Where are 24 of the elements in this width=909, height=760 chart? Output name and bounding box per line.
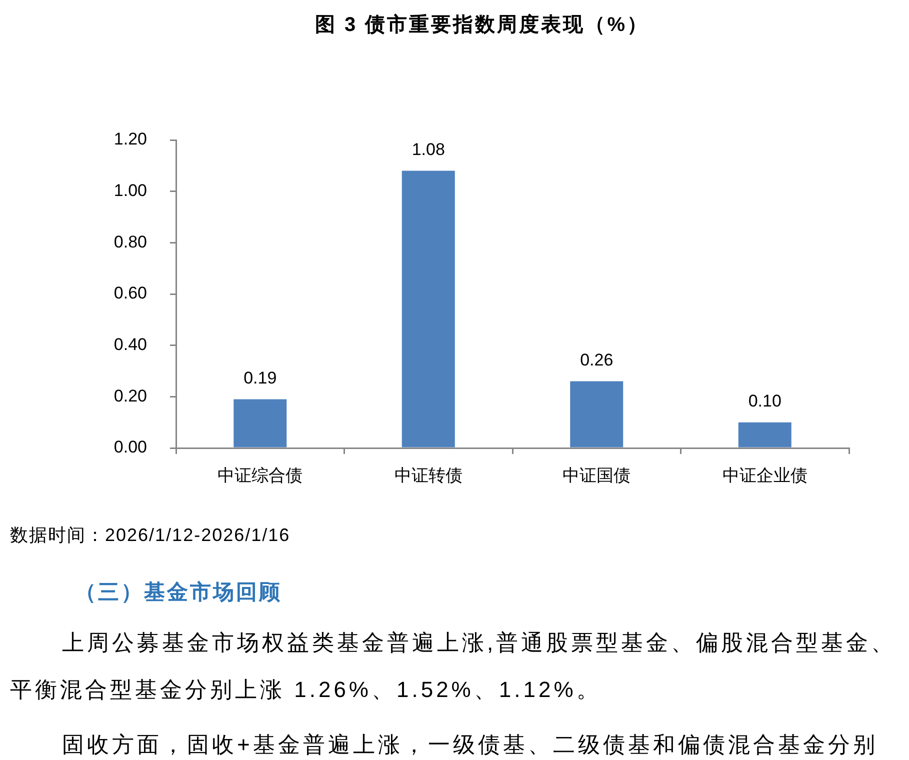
x-tick-label: 中证企业债 <box>722 466 808 485</box>
bar <box>570 381 624 448</box>
bar <box>234 399 287 448</box>
x-tick-label: 中证国债 <box>562 466 631 485</box>
x-tick-label: 中证综合债 <box>218 466 303 485</box>
text: （三）基金市场回顾 <box>75 580 282 606</box>
bar <box>402 170 455 448</box>
y-tick-label: 0.20 <box>114 386 147 406</box>
chart-title: 图 3 债市重要指数周度表现（%） <box>314 12 650 38</box>
x-tick-label: 中证转债 <box>394 466 462 485</box>
y-tick-label: 0.00 <box>114 438 147 457</box>
data-label: 0.19 <box>244 368 277 388</box>
data-label: 0.10 <box>748 392 782 411</box>
bar <box>738 422 792 448</box>
data-label: 1.08 <box>412 140 445 159</box>
text: 数据时间：2026/1/12-2026/1/16 <box>10 524 290 546</box>
text: 上周公募基金市场权益类基金普遍上涨,普通股票型基金、偏股混合型基金、平衡混合型基金分别上涨 1.26%、1.52%、1.12%。 <box>10 629 898 704</box>
y-tick-label: 0.80 <box>114 232 147 252</box>
text: 固收方面，固收+基金普遍上涨，一级债基、二级债基和偏债混合基金分别 <box>61 731 879 759</box>
data-label: 0.26 <box>580 350 614 370</box>
y-tick-label: 1.00 <box>114 181 147 200</box>
y-tick-label: 1.20 <box>114 130 147 149</box>
y-tick-label: 0.40 <box>114 335 147 354</box>
y-tick-label: 0.60 <box>114 284 147 303</box>
